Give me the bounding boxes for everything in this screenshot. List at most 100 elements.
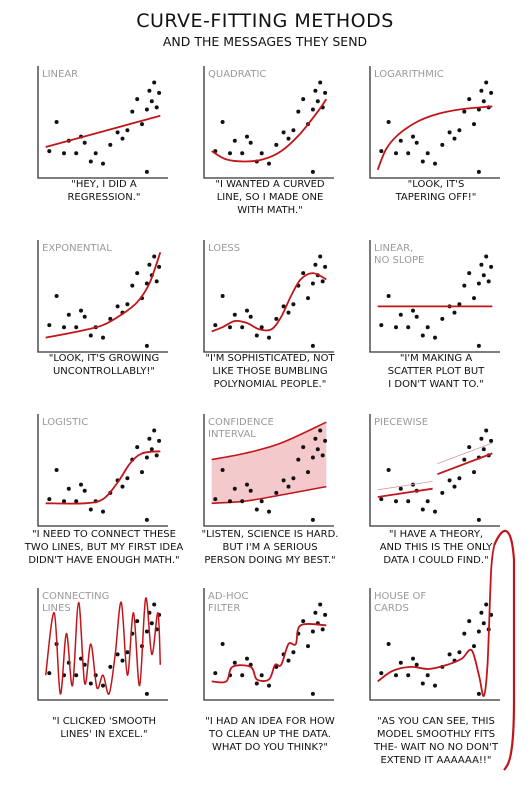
panel-label: CONFIDENCE <box>208 417 274 428</box>
data-point <box>74 325 79 330</box>
data-point <box>286 484 291 489</box>
page-subtitle: AND THE MESSAGES THEY SEND <box>162 34 368 49</box>
data-point <box>447 478 452 483</box>
panel-7: LOGISTIC <box>37 414 168 527</box>
page-title: CURVE-FITTING METHODS <box>136 10 394 32</box>
panel-caption: "I HAVE A THEORY, AND THIS IS THE ONLY DAT… <box>352 528 520 567</box>
panel-label: NO SLOPE <box>374 255 424 266</box>
caption-line: TWO LINES, BUT MY FIRST IDEA <box>24 542 184 553</box>
data-point <box>306 470 310 475</box>
data-point <box>457 476 462 481</box>
panel-9: PIECEWISE <box>369 414 500 527</box>
panel-label: HOUSE OF <box>374 591 426 602</box>
data-point <box>479 262 484 267</box>
data-point <box>481 621 486 626</box>
data-point <box>406 499 411 504</box>
fit-curve-connecting <box>44 597 162 695</box>
data-point <box>320 627 325 632</box>
data-point <box>147 436 152 441</box>
data-point <box>476 517 481 522</box>
data-point <box>149 99 154 104</box>
caption-line: "I NEED TO CONNECT THESE <box>32 529 176 540</box>
data-point <box>108 142 113 147</box>
data-point <box>115 652 120 657</box>
data-point <box>79 308 83 313</box>
data-point <box>486 279 491 284</box>
fit-curve-linear <box>45 114 161 148</box>
data-point <box>467 445 472 450</box>
data-point <box>152 428 157 433</box>
data-point <box>411 134 415 139</box>
data-point <box>135 619 140 624</box>
data-point <box>259 325 264 330</box>
data-point <box>47 323 52 328</box>
panel-axes <box>203 414 334 527</box>
panel-axes <box>37 414 168 527</box>
data-point <box>489 264 494 269</box>
panel-caption: "LISTEN, SCIENCE IS HARD. BUT I'M A SERIO… <box>186 528 354 567</box>
data-point <box>394 499 398 504</box>
data-point <box>62 325 66 330</box>
panel-axes <box>37 66 168 179</box>
data-point <box>447 652 452 657</box>
data-point <box>135 445 140 450</box>
caption-line: DATA I COULD FIND." <box>383 555 489 566</box>
data-point <box>220 468 225 472</box>
fit-curve-loess <box>211 272 327 333</box>
data-point <box>386 120 391 124</box>
data-point <box>476 169 481 174</box>
data-point <box>489 90 494 95</box>
data-point <box>379 323 384 328</box>
data-point <box>318 602 323 607</box>
data-point <box>281 478 286 483</box>
data-point <box>220 294 225 298</box>
data-point <box>472 296 476 301</box>
data-point <box>267 161 271 166</box>
data-point <box>248 488 253 493</box>
data-point <box>425 673 430 678</box>
caption-line: "I'M MAKING A <box>399 353 473 364</box>
data-point <box>433 683 437 688</box>
confidence-upper-line <box>211 421 327 461</box>
data-point <box>125 128 130 133</box>
data-point <box>476 107 481 112</box>
data-point <box>152 254 157 259</box>
panel-caption: "HEY, I DID A REGRESSION." <box>20 178 188 204</box>
data-point <box>154 105 159 110</box>
data-point <box>232 486 237 491</box>
data-point <box>291 650 296 655</box>
data-point <box>88 507 93 512</box>
panel-5: LOESS <box>203 240 334 353</box>
data-point <box>301 97 306 102</box>
data-point <box>476 629 481 634</box>
caption-line: THE- WAIT NO NO DON'T <box>373 742 499 753</box>
caption-line: AND THIS IS THE ONLY <box>379 542 493 553</box>
data-point <box>301 445 306 450</box>
data-point <box>254 333 259 338</box>
caption-line: "LOOK, IT'S GROWING <box>48 353 160 364</box>
data-point <box>433 335 437 340</box>
caption-line: UNCONTROLLABLY!" <box>52 366 156 377</box>
data-point <box>281 304 286 309</box>
data-point <box>248 314 253 319</box>
data-point <box>228 325 232 330</box>
fit-curve-piecewise-right <box>437 452 493 476</box>
data-point <box>467 97 472 102</box>
panel-2: QUADRATIC <box>203 66 334 179</box>
data-point <box>310 629 315 634</box>
data-point <box>476 691 481 696</box>
data-point <box>240 151 245 156</box>
fit-curve-adhoc <box>211 623 327 684</box>
data-point <box>245 308 249 313</box>
panel-label: LINEAR, <box>374 243 413 254</box>
data-point <box>452 484 457 489</box>
data-point <box>310 169 315 174</box>
data-point <box>379 149 384 154</box>
data-point <box>88 333 93 338</box>
data-point <box>313 436 318 441</box>
data-point <box>386 294 391 298</box>
confidence-lower-line <box>211 485 327 505</box>
data-point <box>82 488 87 493</box>
panel-axes <box>369 588 500 701</box>
